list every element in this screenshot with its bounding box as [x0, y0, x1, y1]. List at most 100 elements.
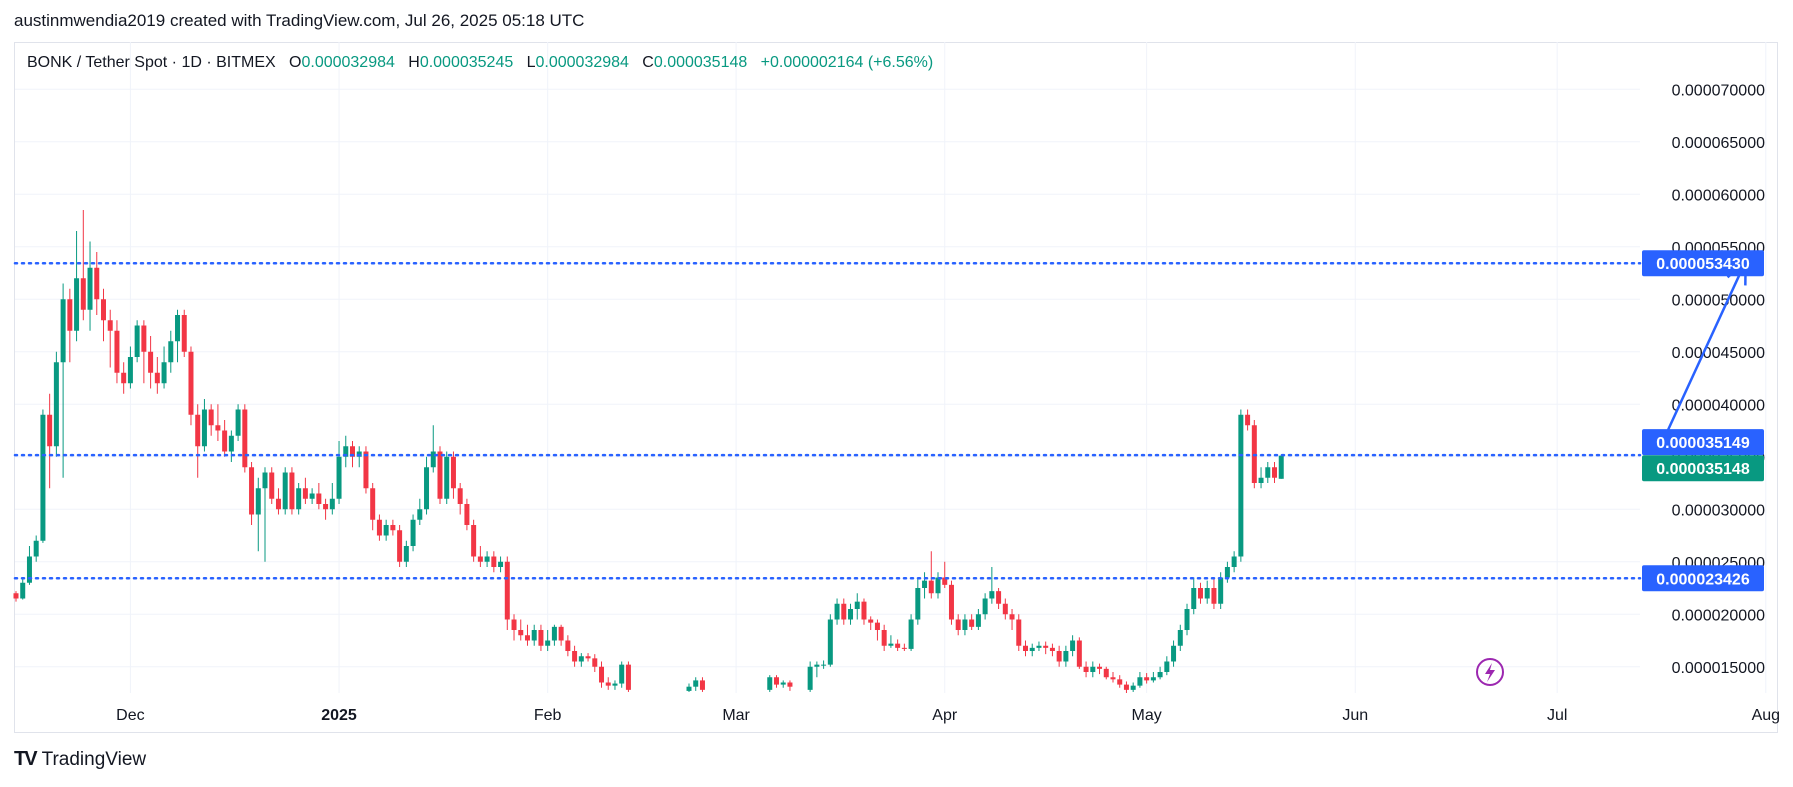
candle	[1056, 645, 1062, 667]
change-value: +0.000002164 (+6.56%)	[760, 54, 934, 71]
candle	[1076, 637, 1082, 669]
candle	[1083, 661, 1089, 678]
candle-body	[444, 456, 450, 499]
x-tick-label: Feb	[534, 707, 562, 724]
candle	[242, 404, 248, 473]
candle	[922, 572, 928, 599]
candle	[154, 357, 160, 394]
candle	[444, 451, 450, 504]
y-tick-label: 0.000065000	[1672, 135, 1766, 152]
arrow-shaft[interactable]	[1656, 260, 1747, 453]
candle-body	[464, 504, 470, 525]
candle	[881, 624, 887, 651]
candle-body	[1083, 666, 1089, 672]
candle	[376, 514, 382, 541]
candle-body	[127, 357, 133, 384]
candle-body	[922, 580, 928, 588]
candle-body	[141, 325, 147, 352]
candle-body	[255, 488, 261, 515]
candle	[1029, 643, 1035, 657]
lightning-icon[interactable]	[1476, 658, 1504, 686]
candle	[962, 614, 968, 636]
candle-body	[962, 619, 968, 630]
candle-body	[40, 414, 46, 541]
candle	[996, 588, 1002, 609]
candle-body	[625, 664, 631, 690]
low-label: L	[526, 54, 536, 71]
candle	[410, 514, 416, 552]
candle	[1002, 598, 1008, 620]
candle	[1036, 641, 1042, 651]
candle-body	[235, 409, 241, 436]
candle	[538, 624, 544, 651]
candle	[1150, 672, 1156, 683]
candle	[336, 441, 342, 504]
candle-body	[982, 598, 988, 615]
candle	[1097, 663, 1103, 675]
candle	[47, 393, 53, 489]
candle-body	[915, 588, 921, 620]
tradingview-logo-icon[interactable]: TV	[14, 748, 38, 770]
candle-body	[1036, 645, 1042, 648]
candle-body	[1076, 640, 1082, 667]
x-tick-label: Mar	[722, 707, 750, 724]
candle-body	[948, 584, 954, 620]
candle-body	[1009, 614, 1015, 620]
candle	[1184, 603, 1190, 636]
candle	[74, 231, 80, 342]
grid-lines	[15, 42, 1767, 693]
candle-body	[242, 409, 248, 468]
candle-body	[168, 341, 174, 363]
candle	[1171, 640, 1177, 667]
candle	[848, 603, 854, 625]
candle-body	[1231, 556, 1237, 567]
candle	[471, 519, 477, 562]
candle	[545, 630, 551, 651]
brand-name[interactable]: TradingView	[41, 748, 147, 770]
symbol-title[interactable]: BONK / Tether Spot · 1D · BITMEX	[27, 54, 276, 71]
candle	[1043, 641, 1049, 655]
candle	[619, 661, 625, 688]
candle	[895, 639, 901, 651]
candle-body	[585, 656, 591, 659]
candle-body	[545, 640, 551, 646]
candle	[309, 488, 315, 504]
candle-body	[1117, 679, 1123, 685]
x-tick-label: Jul	[1547, 707, 1567, 724]
candle-body	[592, 658, 598, 667]
candle-body	[814, 664, 820, 667]
price-tag-bg	[1642, 565, 1764, 592]
candle	[551, 624, 557, 646]
candle-body	[215, 425, 221, 431]
candle-body	[87, 267, 93, 310]
candle	[302, 477, 308, 504]
price-tags: 0.000053430 0.000035149 0.000023426 0.00003…	[1642, 250, 1764, 592]
candle-body	[821, 664, 827, 666]
candle	[450, 451, 456, 499]
candle-body	[504, 561, 510, 620]
candle-body	[1150, 677, 1156, 681]
candle-body	[1130, 685, 1136, 690]
candle	[989, 567, 995, 604]
price-tag-bg	[1642, 455, 1764, 482]
candle-body	[1211, 588, 1217, 604]
candle-body	[370, 488, 376, 520]
candle	[175, 309, 181, 363]
candle-body	[975, 614, 981, 627]
candle-body	[1063, 651, 1069, 662]
candle	[269, 467, 275, 504]
candle	[148, 336, 154, 389]
candle-body	[895, 643, 901, 648]
candle	[430, 425, 436, 473]
high-value: 0.000035245	[419, 54, 514, 71]
x-axis-ticks: Dec 2025 Feb Mar Apr May Jun Jul Aug	[116, 707, 1780, 724]
candle-body	[1278, 455, 1284, 479]
candle-body	[13, 593, 19, 599]
candle	[558, 624, 564, 646]
candle	[491, 551, 497, 573]
x-tick-label: Jun	[1342, 707, 1368, 724]
candle-body	[942, 577, 948, 585]
candle-body	[477, 556, 483, 562]
candle-body	[780, 682, 786, 685]
